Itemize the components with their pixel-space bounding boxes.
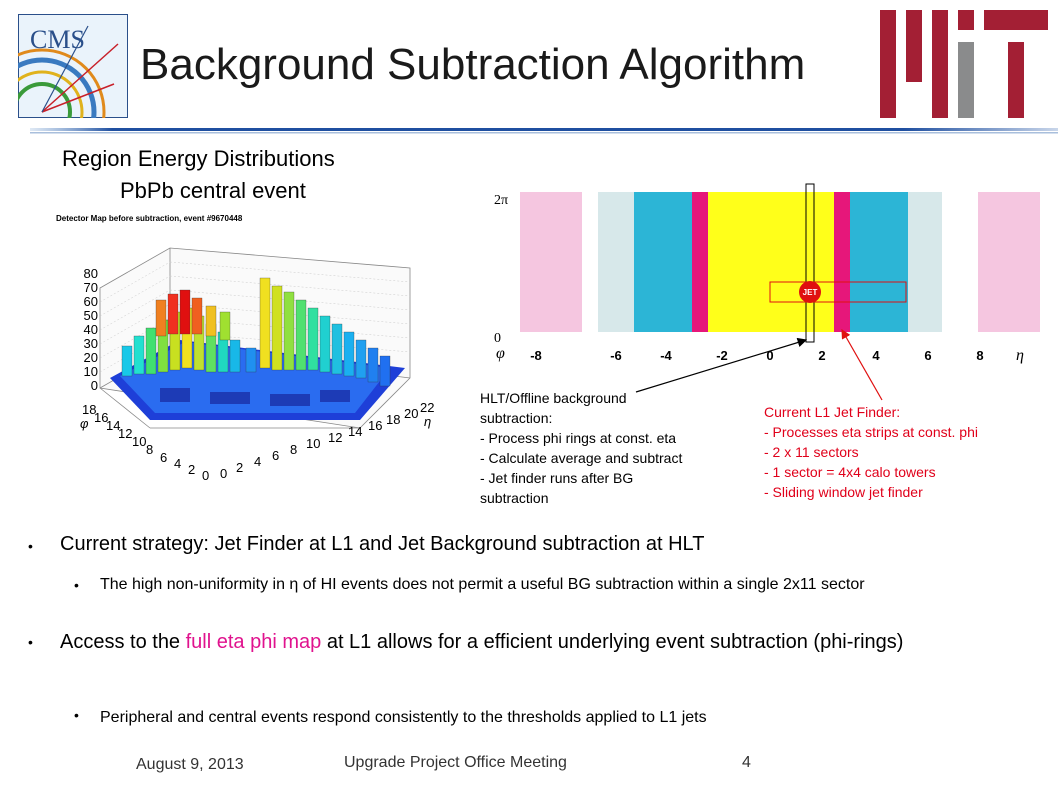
z-tick: 30 [84, 336, 98, 351]
z-tick: 50 [84, 308, 98, 323]
sub-bullet-marker: • [74, 577, 79, 593]
z-tick: 20 [84, 350, 98, 365]
eta-tick: -6 [610, 348, 622, 363]
sub-bullet-marker: • [74, 707, 79, 723]
footer-date: August 9, 2013 [136, 756, 244, 773]
z-tick: 60 [84, 294, 98, 309]
bullet-1-sub: The high non-uniformity in η of HI event… [100, 576, 865, 593]
phi-tick: 18 [82, 402, 96, 417]
jet-marker [799, 281, 821, 303]
eta-tick: 16 [368, 418, 382, 433]
eta-tick: -4 [660, 348, 672, 363]
jet-label: JET [803, 288, 818, 297]
slide-title: Background Subtraction Algorithm [140, 40, 806, 89]
footer-meeting: Upgrade Project Office Meeting [344, 754, 567, 771]
eta-axis-label: η [424, 414, 431, 429]
eta-tick: 4 [254, 454, 261, 469]
plot-subtitle-2: PbPb central event [120, 178, 306, 203]
cms-logo-text: CMS [30, 25, 85, 54]
eta-tick: 0 [220, 466, 227, 481]
phi-tick: 0 [202, 468, 209, 483]
z-tick: 10 [84, 364, 98, 379]
phi-tick: 8 [146, 442, 153, 457]
phi-axis-label: φ [496, 345, 505, 362]
phi-ring-outline [805, 183, 815, 343]
eta-tick: -2 [716, 348, 728, 363]
phi-top-label: 2π [494, 193, 508, 208]
eta-tick: 0 [766, 348, 773, 363]
eta-bands [520, 192, 1040, 332]
page-number: 4 [742, 754, 751, 771]
phi-axis-label: φ [80, 416, 89, 431]
z-tick: 40 [84, 322, 98, 337]
eta-tick: 6 [272, 448, 279, 463]
phi-tick: 2 [188, 462, 195, 477]
hlt-arrow [635, 337, 808, 393]
bullet-marker: • [28, 634, 33, 650]
eta-tick: 12 [328, 430, 342, 445]
eta-tick: 10 [306, 436, 320, 451]
phi-tick: 12 [118, 426, 132, 441]
bullet-2-sub: Peripheral and central events respond co… [100, 709, 707, 726]
l1-arrow [841, 328, 883, 401]
bullet-1: Current strategy: Jet Finder at L1 and J… [60, 533, 705, 555]
eta-tick: 6 [924, 348, 931, 363]
eta-tick: 18 [386, 412, 400, 427]
l1-strip-outline [769, 281, 907, 303]
bullet-2: Access to the full eta phi map at L1 all… [60, 628, 960, 656]
bullet-2-post: at L1 allows for a efficient underlying … [321, 631, 904, 653]
lego-plot: 0 10 20 30 40 50 60 70 80 18 16 14 12 10… [80, 247, 434, 483]
z-tick: 80 [84, 266, 98, 281]
l1-note: Current L1 Jet Finder: - Processes eta s… [764, 404, 978, 500]
cms-logo: CMS [18, 14, 128, 118]
eta-phi-map: 2π 0 φ JET -8 -6 -4 -2 0 2 4 6 8 η [494, 183, 1040, 364]
phi-tick: 10 [132, 434, 146, 449]
eta-tick: -8 [530, 348, 542, 363]
phi-tick: 4 [174, 456, 181, 471]
z-tick: 0 [91, 378, 98, 393]
eta-tick: 2 [236, 460, 243, 475]
phi-tick: 14 [106, 418, 120, 433]
z-tick: 70 [84, 280, 98, 295]
lego-plot-title: Detector Map before subtraction, event #… [56, 214, 243, 223]
eta-tick: 22 [420, 400, 434, 415]
plot-subtitle-1: Region Energy Distributions [62, 146, 335, 171]
phi-tick: 6 [160, 450, 167, 465]
mit-logo [880, 10, 1048, 118]
eta-tick: 8 [976, 348, 983, 363]
bullet-2-pre: Access to the [60, 631, 186, 653]
eta-tick: 4 [872, 348, 880, 363]
phi-tick: 16 [94, 410, 108, 425]
bullet-2-highlight: full eta phi map [185, 631, 322, 653]
eta-tick: 8 [290, 442, 297, 457]
lego-towers [121, 277, 391, 387]
eta-tick: 20 [404, 406, 418, 421]
eta-tick: 2 [818, 348, 825, 363]
hlt-note: HLT/Offline background subtraction: - Pr… [480, 390, 683, 506]
title-divider [30, 128, 1058, 134]
phi-bottom-label: 0 [494, 331, 501, 346]
bullet-marker: • [28, 538, 33, 554]
eta-tick: 14 [348, 424, 362, 439]
eta-axis-label: η [1016, 347, 1024, 364]
